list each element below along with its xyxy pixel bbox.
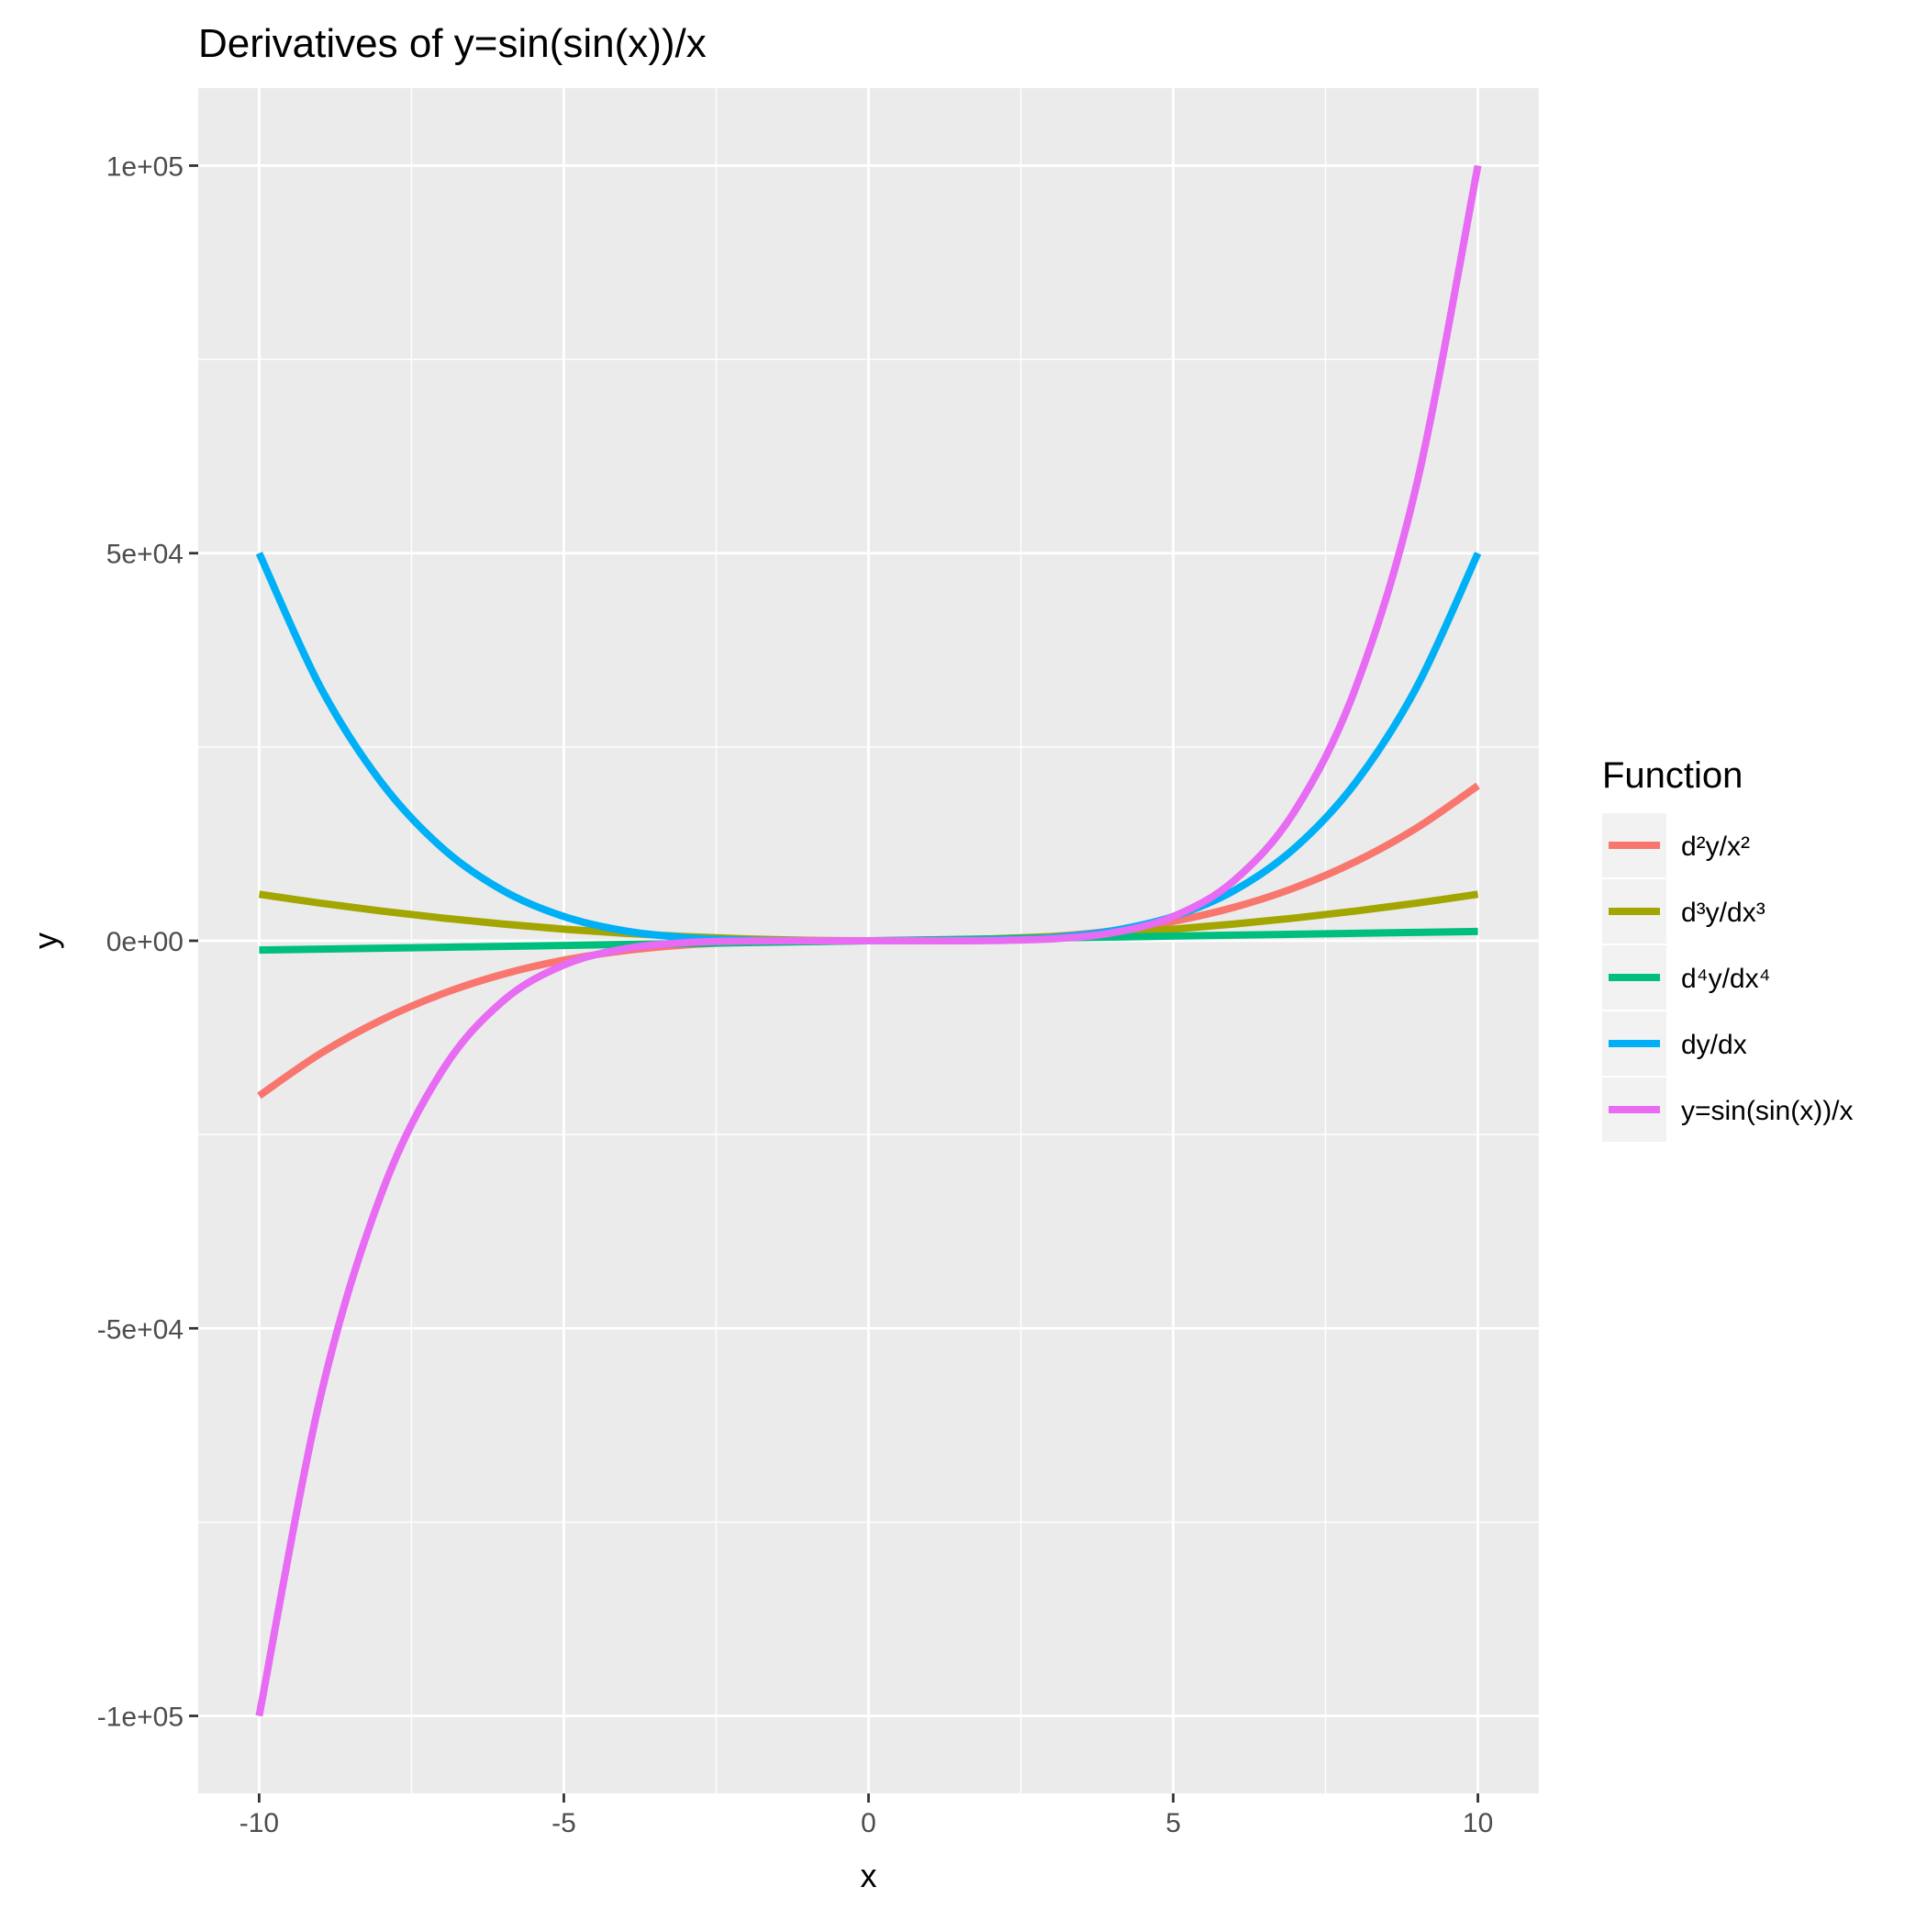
x-axis: -10 -5 0 5 10: [239, 1793, 1493, 1838]
legend: Function d²y/x² d³y/dx³ d⁴y/dx⁴ dy/dx y=sin(…: [1602, 755, 1854, 1142]
legend-label: d²y/x²: [1681, 832, 1750, 862]
x-tick-label: -5: [551, 1808, 576, 1838]
x-tick-label: 0: [861, 1808, 876, 1838]
y-axis-label: y: [27, 932, 64, 949]
legend-label: y=sin(sin(x))/x: [1681, 1096, 1854, 1126]
legend-label: dy/dx: [1681, 1030, 1747, 1060]
y-tick-label: -5e+04: [97, 1314, 184, 1345]
y-tick-label: 0e+00: [106, 927, 184, 957]
y-tick-label: -1e+05: [97, 1703, 184, 1733]
y-tick-label: 1e+05: [106, 151, 184, 182]
x-tick-label: 5: [1165, 1808, 1181, 1838]
legend-label: d³y/dx³: [1681, 898, 1765, 928]
x-axis-label: x: [861, 1857, 877, 1894]
legend-label: d⁴y/dx⁴: [1681, 964, 1771, 994]
x-tick-label: 10: [1463, 1808, 1493, 1838]
series-line-5: [255, 164, 1482, 1717]
series-lines: [255, 164, 1482, 1717]
chart-title: Derivatives of y=sin(sin(x))/x: [198, 21, 707, 66]
y-axis: -1e+05 -5e+04 0e+00 5e+04 1e+05: [97, 151, 198, 1733]
legend-title: Function: [1602, 755, 1743, 796]
y-tick-label: 5e+04: [106, 540, 184, 570]
x-tick-label: -10: [239, 1808, 279, 1838]
